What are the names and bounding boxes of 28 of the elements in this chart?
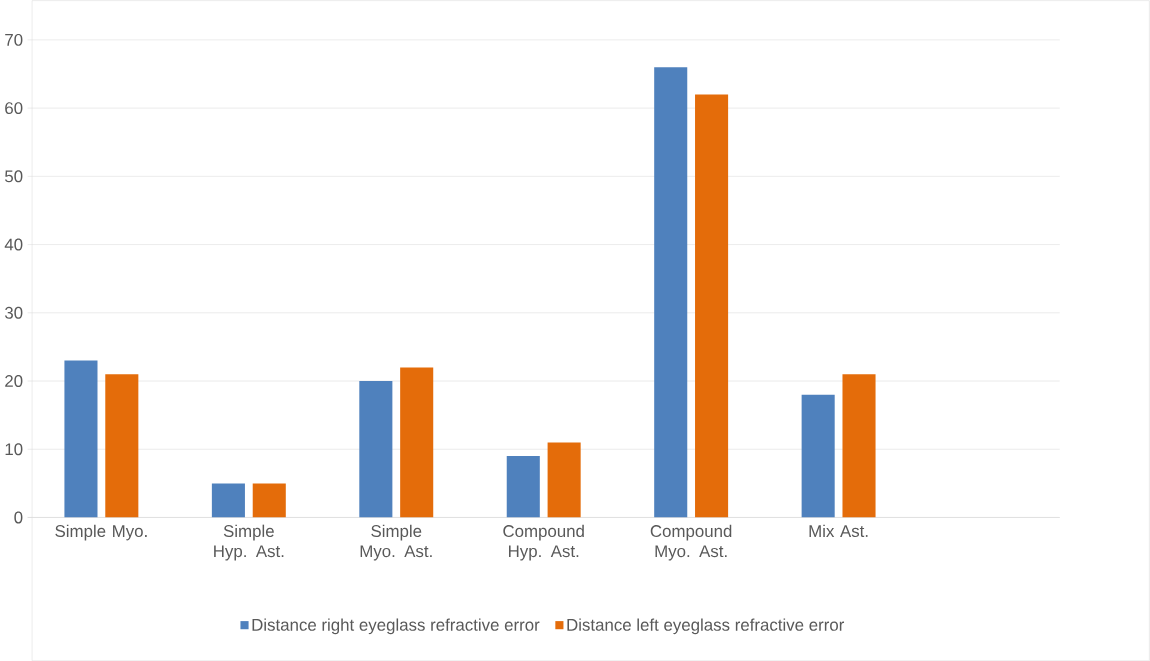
bar (654, 66, 688, 518)
bar (211, 483, 245, 518)
bar (105, 373, 139, 518)
y-tick-label: 40 (4, 238, 23, 251)
bar (801, 394, 835, 518)
bar (506, 455, 540, 518)
x-tick-label: Simple Myo. Ast. (360, 524, 432, 561)
y-tick-label: 0 (14, 511, 23, 524)
bar (400, 367, 434, 518)
x-tick-label: Compound Myo. Ast. (650, 524, 732, 561)
bar (695, 94, 729, 518)
y-tick-label: 70 (5, 33, 23, 46)
bar (359, 380, 393, 518)
bar (64, 360, 98, 518)
x-tick-label: Simple Myo. (55, 524, 147, 541)
bar (547, 442, 581, 518)
y-tick-label: 30 (4, 306, 23, 319)
y-tick-label: 20 (5, 374, 23, 387)
x-tick-label: Compound Hyp. Ast. (503, 524, 584, 561)
x-tick-label: Mix Ast. (809, 524, 868, 537)
y-tick-label: 60 (5, 101, 23, 114)
bar (252, 483, 286, 518)
x-tick-label: Simple Hyp. Ast. (214, 524, 284, 561)
legend-label: Distance right eyeglass refractive error (252, 618, 540, 634)
y-tick-label: 50 (5, 170, 23, 183)
legend-label: Distance left eyeglass refractive error (567, 618, 845, 634)
y-tick-label: 10 (5, 443, 23, 456)
bar (842, 373, 876, 518)
